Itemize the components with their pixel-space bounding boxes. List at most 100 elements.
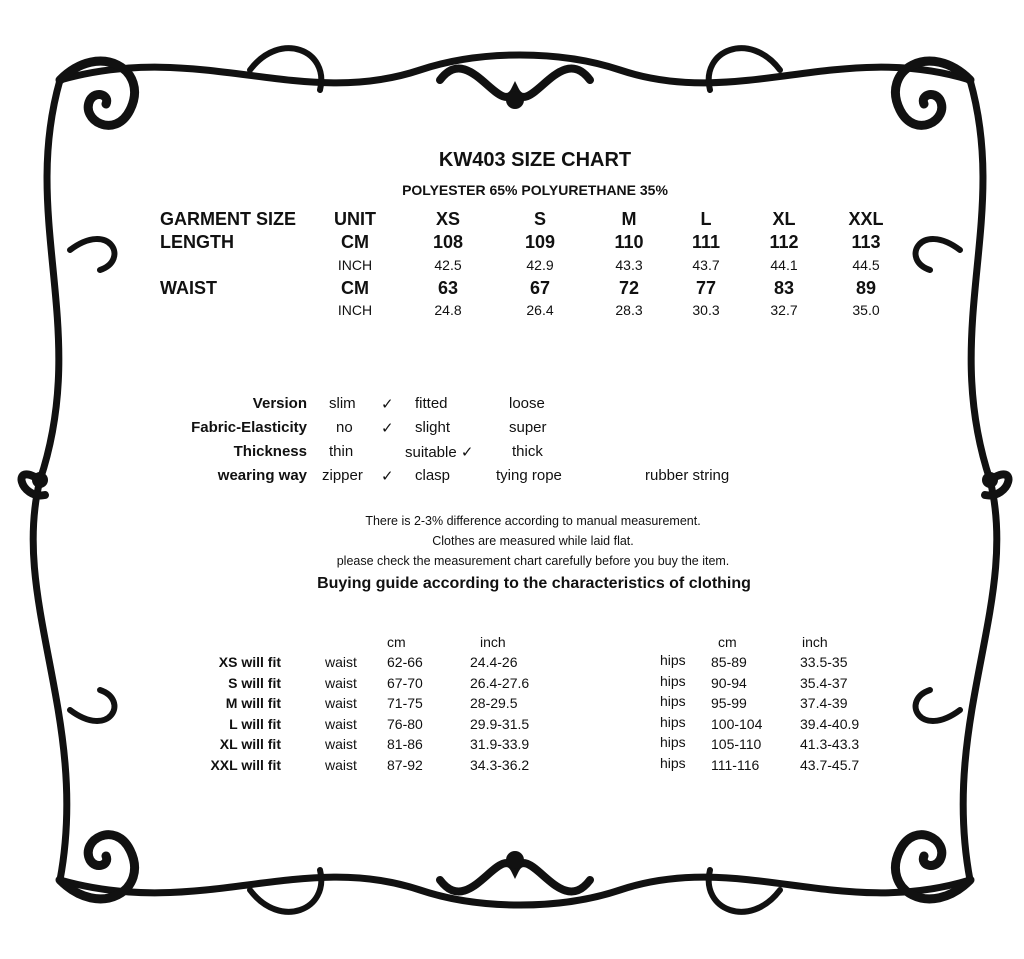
header-size: L xyxy=(700,209,712,229)
waist-cm: 62-66 xyxy=(387,654,423,670)
chart-title: KW403 SIZE CHART xyxy=(438,149,632,171)
size-value: 44.5 xyxy=(852,257,880,273)
header-size: XL xyxy=(772,209,796,229)
fit-label: S will fit xyxy=(228,674,281,691)
characteristic-label: wearing way xyxy=(217,467,307,484)
characteristic-option: slim xyxy=(329,395,356,412)
hips-cm: 95-99 xyxy=(711,695,747,711)
hips-inch: 43.7-45.7 xyxy=(800,756,860,773)
row-label: WAIST xyxy=(160,278,217,298)
size-value: 111 xyxy=(691,232,721,252)
characteristic-option: thick xyxy=(512,443,543,460)
size-value: 63 xyxy=(437,278,459,298)
size-value: 24.8 xyxy=(434,302,462,318)
waist-inch: 31.9-33.9 xyxy=(470,736,530,752)
size-value: 32.7 xyxy=(770,302,798,318)
waist-label: waist xyxy=(325,756,357,773)
header-size: M xyxy=(621,209,637,229)
note-line: Clothes are measured while laid flat. xyxy=(432,534,634,548)
characteristic-option: ✓ xyxy=(381,396,394,413)
size-value: 110 xyxy=(614,232,644,252)
header-cm: cm xyxy=(387,634,406,650)
waist-cm: 87-92 xyxy=(387,756,423,773)
row-unit: INCH xyxy=(337,257,373,273)
waist-inch: 28-29.5 xyxy=(470,695,518,711)
size-value: 28.3 xyxy=(615,302,643,318)
fit-label: M will fit xyxy=(225,695,281,711)
waist-inch: 24.4-26 xyxy=(470,654,518,670)
waist-inch: 26.4-27.6 xyxy=(470,674,530,691)
size-value: 89 xyxy=(855,278,877,298)
hips-label: hips xyxy=(660,754,686,771)
corner-spiral-bl xyxy=(55,830,140,904)
header-size: XS xyxy=(435,209,461,229)
waist-cm: 71-75 xyxy=(387,695,423,711)
header-garment-size: GARMENT SIZE xyxy=(160,209,297,229)
hips-label: hips xyxy=(660,693,686,709)
waist-label: waist xyxy=(325,674,357,691)
characteristic-option: clasp xyxy=(415,467,451,484)
hips-inch: 41.3-43.3 xyxy=(800,736,860,752)
size-value: 43.3 xyxy=(615,257,643,273)
waist-label: waist xyxy=(325,695,357,711)
size-value: 42.5 xyxy=(434,257,462,273)
size-value: 26.4 xyxy=(526,302,554,318)
fit-label: L will fit xyxy=(229,715,281,732)
characteristic-label: Thickness xyxy=(233,443,307,460)
characteristic-option: fitted xyxy=(415,395,448,412)
size-value: 43.7 xyxy=(692,257,720,273)
note-line: please check the measurement chart caref… xyxy=(336,554,730,568)
frame-top-vine xyxy=(56,51,974,87)
size-value: 35.0 xyxy=(852,302,880,318)
waist-cm: 67-70 xyxy=(387,674,423,691)
characteristic-option: zipper xyxy=(322,467,363,484)
hips-label: hips xyxy=(660,672,686,689)
size-value: 113 xyxy=(851,232,881,252)
header-unit: UNIT xyxy=(334,209,376,229)
hips-cm: 85-89 xyxy=(711,654,747,670)
waist-label: waist xyxy=(325,715,357,732)
characteristic-option: thin xyxy=(329,443,354,460)
size-value: 72 xyxy=(618,278,640,298)
hips-inch: 35.4-37 xyxy=(800,674,848,691)
characteristic-label: Version xyxy=(252,395,307,412)
fit-label: XXL will fit xyxy=(210,756,281,773)
fit-label: XS will fit xyxy=(218,654,281,670)
corner-spiral-br xyxy=(890,830,975,904)
characteristic-option: slight xyxy=(415,419,451,436)
header-size: XXL xyxy=(848,209,884,229)
hips-cm: 90-94 xyxy=(711,674,747,691)
corner-spiral-tr xyxy=(890,56,975,130)
waist-cm: 76-80 xyxy=(387,715,423,732)
row-unit: CM xyxy=(341,278,369,298)
characteristic-option: rubber string xyxy=(645,467,730,484)
frame-bottom-vine xyxy=(56,873,974,909)
characteristic-option: tying rope xyxy=(496,467,562,484)
hips-inch: 39.4-40.9 xyxy=(800,715,860,732)
size-value: 44.1 xyxy=(770,257,798,273)
row-unit: INCH xyxy=(337,302,373,318)
note-line: There is 2-3% difference according to ma… xyxy=(365,514,701,528)
characteristic-option: no xyxy=(336,419,353,436)
row-unit: CM xyxy=(341,232,369,252)
hips-inch: 33.5-35 xyxy=(800,654,848,670)
characteristic-option: suitable ✓ xyxy=(405,444,474,461)
characteristic-option: super xyxy=(509,419,547,436)
header-inch: inch xyxy=(802,634,828,650)
hips-label: hips xyxy=(660,713,686,730)
size-value: 77 xyxy=(695,278,717,298)
size-value: 83 xyxy=(773,278,795,298)
hips-cm: 100-104 xyxy=(711,715,763,732)
fit-label: XL will fit xyxy=(219,736,281,752)
buying-guide-title: Buying guide according to the characteri… xyxy=(317,575,751,592)
header-cm: cm xyxy=(718,634,737,650)
fabric-composition: POLYESTER 65% POLYURETHANE 35% xyxy=(402,182,668,198)
characteristic-option: loose xyxy=(509,395,545,412)
characteristic-label: Fabric-Elasticity xyxy=(191,419,307,436)
header-inch: inch xyxy=(480,634,506,650)
hips-label: hips xyxy=(660,652,686,668)
waist-label: waist xyxy=(325,736,357,752)
size-value: 67 xyxy=(529,278,551,298)
waist-inch: 29.9-31.5 xyxy=(470,715,530,732)
